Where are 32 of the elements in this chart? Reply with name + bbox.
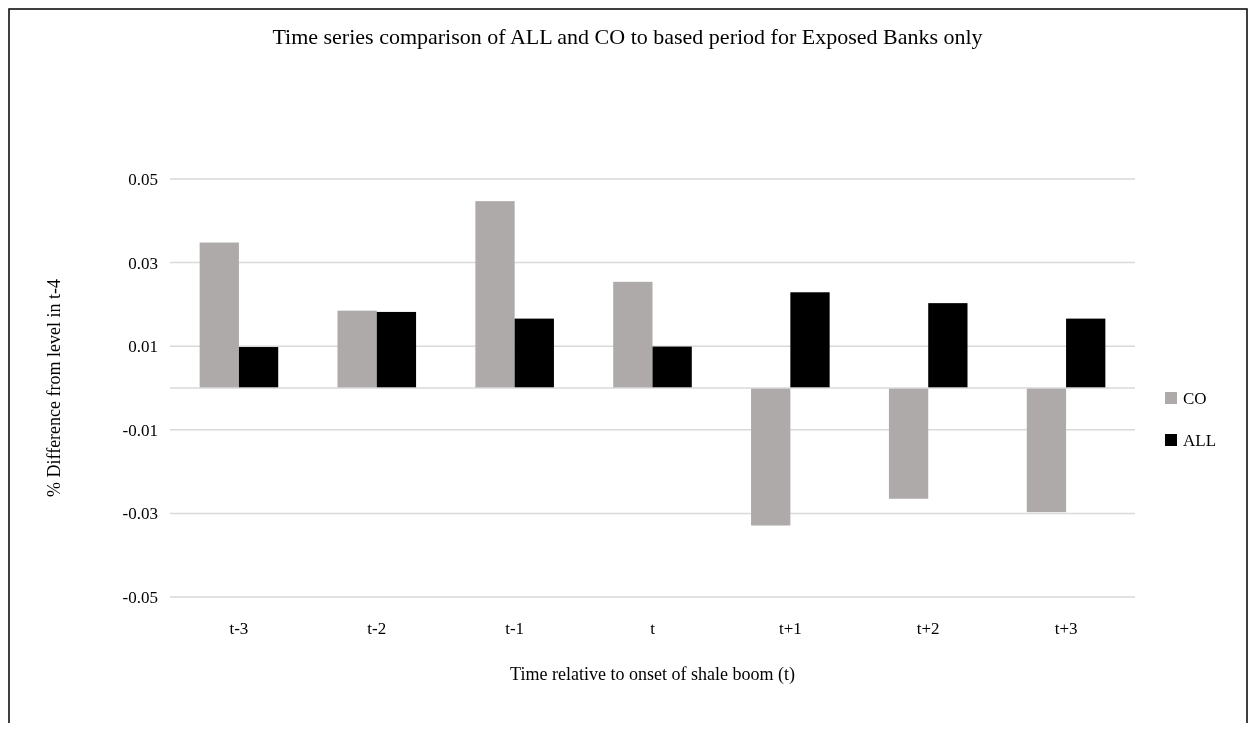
bar xyxy=(790,292,830,388)
y-tick-label: 0.03 xyxy=(128,253,158,273)
y-tick-label: -0.05 xyxy=(122,587,158,607)
legend-label: CO xyxy=(1183,388,1207,408)
x-tick-label: t+2 xyxy=(916,619,940,638)
x-tick-label: t+1 xyxy=(778,619,802,638)
y-tick-label: -0.01 xyxy=(122,420,158,440)
x-tick-label: t-3 xyxy=(229,619,249,638)
legend-label: ALL xyxy=(1183,430,1217,450)
bar xyxy=(613,281,653,388)
bar xyxy=(928,303,968,388)
y-axis-title: % Difference from level in t-4 xyxy=(44,278,64,498)
bar xyxy=(888,388,929,499)
bar xyxy=(1026,388,1067,513)
bar xyxy=(652,346,692,388)
bar xyxy=(199,242,239,388)
bar xyxy=(376,311,417,388)
bar xyxy=(514,318,554,388)
bar xyxy=(337,310,377,388)
x-axis-title: Time relative to onset of shale boom (t) xyxy=(510,664,795,685)
bar xyxy=(475,201,515,388)
bar xyxy=(238,347,279,388)
y-tick-label: -0.03 xyxy=(122,504,158,524)
x-tick-label: t xyxy=(650,619,656,638)
y-tick-label: 0.01 xyxy=(128,337,158,357)
bar xyxy=(1066,318,1106,388)
bar xyxy=(751,388,791,526)
y-tick-label: 0.05 xyxy=(128,169,158,189)
x-tick-label: t-1 xyxy=(505,619,525,638)
chart-title: Time series comparison of ALL and CO to based period for Exposed Banks only xyxy=(272,24,983,49)
x-tick-label: t+3 xyxy=(1054,619,1078,638)
x-tick-label: t-2 xyxy=(367,619,387,638)
